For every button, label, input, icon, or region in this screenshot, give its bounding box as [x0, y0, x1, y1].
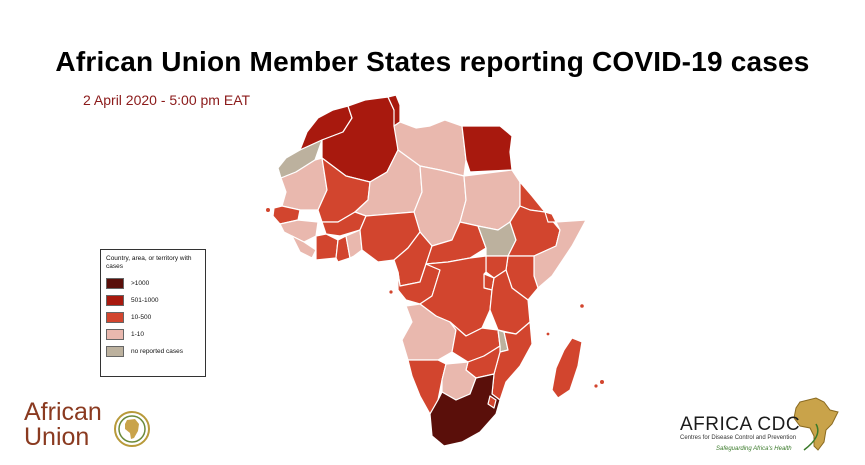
region-guinea[interactable] [279, 219, 319, 243]
legend-item: >1000 [106, 275, 200, 292]
legend-item: 501-1000 [106, 292, 200, 309]
region-mozambique[interactable] [491, 321, 533, 401]
cdc-subtitle: Centres for Disease Control and Preventi… [680, 435, 797, 441]
legend-item: 10-500 [106, 309, 200, 326]
legend-swatch [106, 278, 124, 289]
region-ivory-coast[interactable] [315, 233, 339, 261]
legend-swatch [106, 295, 124, 306]
legend-label: 501-1000 [131, 297, 159, 304]
region-tanzania[interactable] [489, 269, 531, 335]
island-reunion[interactable] [594, 384, 598, 388]
cdc-tagline: Safeguarding Africa's Health [716, 446, 792, 452]
legend-swatch [106, 312, 124, 323]
region-benin[interactable] [345, 229, 363, 259]
legend-label: >1000 [131, 280, 150, 287]
island-seychelles[interactable] [580, 304, 584, 308]
island-mauritius[interactable] [600, 380, 604, 384]
island-sao-tome[interactable] [389, 290, 393, 294]
legend-label: no reported cases [131, 348, 184, 355]
africa-map-icon [793, 397, 839, 451]
region-eswatini[interactable] [487, 395, 497, 409]
legend-label: 10-500 [131, 314, 152, 321]
au-logo-line2: Union [24, 423, 90, 451]
legend-swatch [106, 346, 124, 357]
africa-cdc-logo: AFRICA CDC Centres for Disease Control a… [676, 394, 846, 460]
island-comoros[interactable] [546, 332, 550, 336]
legend-title: Country, area, or territory with cases [106, 255, 192, 270]
legend-label: 1-10 [131, 331, 145, 338]
region-madagascar[interactable] [551, 337, 583, 399]
legend-item: 1-10 [106, 326, 200, 343]
legend-item: no reported cases [106, 343, 200, 360]
region-liberia[interactable] [291, 235, 317, 259]
date-subtitle: 2 April 2020 - 5:00 pm EAT [83, 92, 251, 108]
au-emblem-icon [114, 411, 150, 447]
african-union-logo: African Union [24, 394, 150, 458]
legend-swatch [106, 329, 124, 340]
region-egypt[interactable] [461, 125, 513, 173]
legend: Country, area, or territory with cases >… [100, 249, 206, 377]
island-cape-verde[interactable] [266, 208, 270, 212]
region-ghana[interactable] [335, 235, 351, 263]
cdc-name: AFRICA CDC [680, 414, 801, 435]
au-logo-line1: African [24, 398, 102, 426]
region-south-africa[interactable] [429, 373, 501, 447]
page-title: African Union Member States reporting CO… [55, 46, 810, 77]
